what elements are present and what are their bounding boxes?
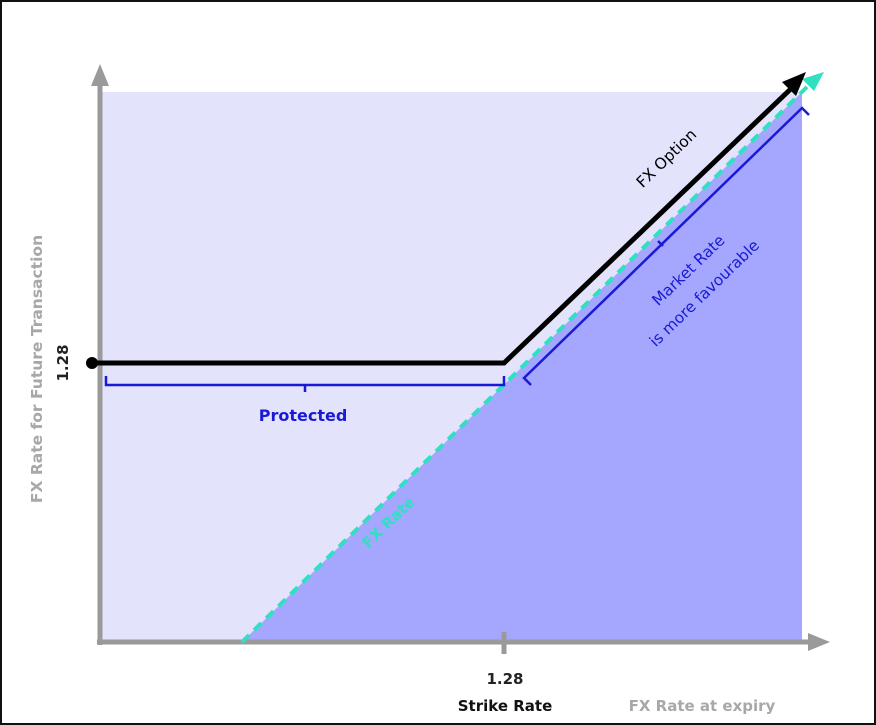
x-tick-label: 1.28 [486,670,523,688]
x-axis-arrowhead [808,633,830,651]
protected-bracket [104,376,506,392]
y-tick-label: 1.28 [54,344,72,381]
protected-label: Protected [259,406,348,425]
x-axis-title: FX Rate at expiry [629,697,776,715]
fx-rate-arrowhead [802,72,824,91]
y-tick-dot [86,357,98,369]
fx-option-line [93,80,800,366]
fx-rate-line [240,84,810,644]
strike-rate-label: Strike Rate [458,697,553,715]
fx-option-arrowhead [782,72,806,96]
y-axis-title: FX Rate for Future Transaction [28,235,46,503]
market-rate-bracket [522,106,810,386]
y-axis-arrowhead [91,64,109,86]
